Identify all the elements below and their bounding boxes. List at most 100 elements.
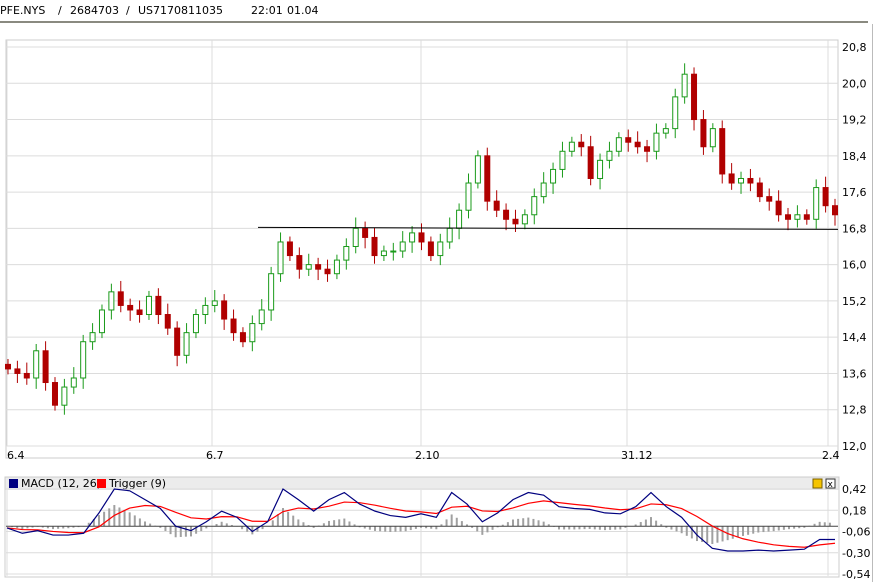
candle-body xyxy=(559,150,566,170)
candle-body xyxy=(540,182,547,198)
candle-body xyxy=(399,241,406,252)
candle-body xyxy=(597,159,604,179)
settings-icon[interactable] xyxy=(812,478,823,489)
candle-body xyxy=(230,318,237,334)
date: 01.04 xyxy=(287,4,319,17)
candle-body xyxy=(644,146,651,152)
candle-body xyxy=(625,137,632,143)
macd-y-tick-label: -0,06 xyxy=(842,526,870,539)
isin: US7170811035 xyxy=(138,4,224,17)
y-tick-label: 12,8 xyxy=(842,404,867,417)
x-tick-label: 6.4 xyxy=(7,449,25,462)
candle-body xyxy=(766,196,773,202)
time: 22:01 xyxy=(251,4,283,17)
header-divider xyxy=(0,21,868,23)
candle-body xyxy=(427,241,434,257)
candle-body xyxy=(578,141,585,148)
candle-body xyxy=(493,200,500,211)
candle-body xyxy=(145,295,152,316)
candle-body xyxy=(484,155,491,202)
candle-body xyxy=(747,177,754,184)
candle-body xyxy=(98,309,105,334)
security-id: 2684703 xyxy=(70,4,119,17)
candle-body xyxy=(662,128,669,134)
candle-body xyxy=(23,372,30,379)
candle-body xyxy=(691,73,698,121)
y-tick-label: 12,0 xyxy=(842,440,867,453)
candle-body xyxy=(503,209,510,220)
symbol: PFE.NYS xyxy=(0,4,46,17)
macd-y-tick-label: 0,42 xyxy=(842,483,867,496)
candle-body xyxy=(5,363,11,370)
candle-body xyxy=(775,200,782,216)
candle-body xyxy=(296,255,303,270)
candle-body xyxy=(531,196,538,216)
candle-body xyxy=(117,291,124,306)
candle-body xyxy=(728,173,735,184)
candle-body xyxy=(305,264,312,270)
candle-body xyxy=(286,241,293,257)
candle-body xyxy=(277,241,284,275)
x-tick-label: 2.4 xyxy=(822,449,840,462)
macd-header xyxy=(5,477,839,490)
y-tick-label: 16,8 xyxy=(842,222,867,235)
candle-body xyxy=(315,264,322,270)
candle-body xyxy=(456,209,463,229)
y-tick-label: 20,8 xyxy=(842,41,867,54)
legend-macd: MACD (12, 26) xyxy=(21,477,101,490)
y-tick-label: 14,4 xyxy=(842,331,867,344)
candle-body xyxy=(249,323,256,343)
y-tick-label: 20,0 xyxy=(842,77,867,90)
y-tick-label: 13,6 xyxy=(842,367,867,380)
candle-body xyxy=(362,227,369,238)
candle-body xyxy=(390,250,397,253)
candle-body xyxy=(568,141,575,152)
candle-body xyxy=(474,155,481,184)
candle-body xyxy=(174,327,181,356)
candle-body xyxy=(634,141,641,148)
candle-body xyxy=(446,227,453,243)
candle-body xyxy=(127,304,134,311)
y-tick-label: 19,2 xyxy=(842,114,867,127)
candle-body xyxy=(756,182,763,198)
candle-body xyxy=(738,177,745,184)
macd-y-tick-label: -0,54 xyxy=(842,568,870,581)
chart-header: PFE.NYS / 2684703 / US7170811035 22:01 0… xyxy=(0,0,888,20)
candle-body xyxy=(211,300,218,306)
candle-body xyxy=(333,259,340,275)
legend-swatch-trigger xyxy=(97,479,106,488)
candle-body xyxy=(653,132,660,152)
candle-body xyxy=(709,128,716,148)
candle-body xyxy=(418,232,425,243)
legend-swatch-macd xyxy=(9,479,18,488)
plot-frame xyxy=(5,39,839,459)
separator: / xyxy=(126,4,130,17)
candle-body xyxy=(164,314,171,329)
x-tick-label: 31.12 xyxy=(621,449,653,462)
candle-body xyxy=(136,309,143,316)
trigger-line xyxy=(6,500,836,548)
candle-body xyxy=(681,73,688,98)
separator: / xyxy=(58,4,62,17)
candle-body xyxy=(352,227,359,247)
candle-body xyxy=(42,350,49,384)
candle-body xyxy=(108,291,115,311)
candle-body xyxy=(437,241,444,257)
candle-body xyxy=(80,341,87,379)
candle-body xyxy=(61,386,68,406)
close-icon[interactable] xyxy=(825,478,836,489)
candle-body xyxy=(521,214,528,225)
candle-body xyxy=(14,368,21,374)
candle-body xyxy=(89,332,96,343)
candle-body xyxy=(794,214,801,220)
candle-body xyxy=(155,295,162,316)
candle-body xyxy=(70,377,77,388)
right-border xyxy=(872,24,873,582)
candle-body xyxy=(258,309,265,325)
candle-body xyxy=(343,246,350,261)
candle-body xyxy=(832,205,838,216)
candle-body xyxy=(380,250,387,257)
candle-body xyxy=(700,119,707,148)
candle-body xyxy=(409,232,416,243)
candle-body xyxy=(672,96,679,130)
